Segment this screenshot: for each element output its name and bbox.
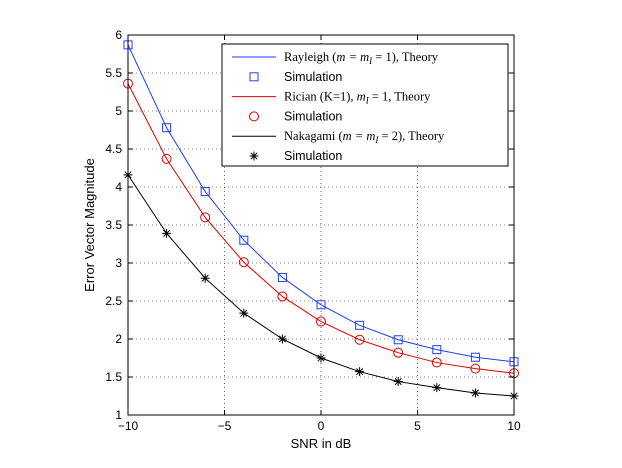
data-point [316,353,326,363]
legend-label-suffix: = 2), Theory [378,129,445,143]
legend-label-suffix: = 1, Theory [369,90,431,104]
legend-label-math: m = m [343,129,376,143]
legend-label-prefix: Rician (K=1), [284,90,357,104]
data-point [162,228,172,238]
data-point [277,272,287,282]
legend-label: Rician (K=1), mI = 1, Theory [284,90,431,106]
data-point [354,334,365,345]
legend-label: Nakagami (m = mI = 2), Theory [284,129,445,145]
legend-label: Simulation [284,109,342,123]
legend-label-prefix: Simulation [284,149,342,163]
series-2 [127,83,515,374]
data-point [277,291,288,302]
x-tick-label: 10 [507,419,521,433]
data-point [470,363,481,374]
data-point [200,273,210,283]
data-point [162,123,172,133]
data-point [470,388,480,398]
data-point [355,367,365,377]
legend-label: Simulation [284,149,342,163]
y-tick-label: 1.5 [105,370,122,384]
series-line [127,83,515,374]
y-tick-label: 3.5 [105,218,122,232]
data-point [239,235,249,245]
x-tick-label: −10 [118,419,139,433]
x-axis-label: SNR in dB [291,436,352,451]
data-point [470,352,480,362]
data-point [431,357,442,368]
x-tick-label: 5 [414,419,421,433]
data-point [200,212,211,223]
ticks-layer: −10 −5 0 5 10 1 1.5 2 2.5 3 3.5 4 4.5 5 5.5 6 [105,28,521,433]
legend-label-math: m [357,90,366,104]
legend-box [221,43,509,167]
x-tick-label: 0 [318,419,325,433]
legend-label-math: m = m [336,50,369,64]
data-point [200,187,210,197]
y-tick-label: 3 [115,256,122,270]
x-tick-label: −5 [218,419,232,433]
y-tick-label: 2.5 [105,294,122,308]
legend-label: Rayleigh (m = mI = 1), Theory [284,50,439,66]
data-point [393,377,403,387]
data-point [238,257,249,268]
data-point [393,335,403,345]
legend-label-suffix: = 1), Theory [372,50,439,64]
y-tick-label: 4 [115,180,122,194]
legend-label-subscript: I [368,56,373,66]
legend-label-subscript: I [374,135,379,145]
series-line [127,44,515,363]
data-point [239,308,249,318]
legend-label-prefix: Rayleigh ( [284,50,336,64]
series-1 [123,40,519,367]
legend-entry-5: Simulation [249,149,342,163]
legend-label-prefix: Simulation [284,70,342,84]
y-axis-label: Error Vector Magnitude [82,158,97,292]
legend-entry-1: Simulation [249,70,342,84]
series-layer [123,40,519,401]
y-tick-label: 4.5 [105,142,122,156]
data-point [316,316,326,327]
legend: Rayleigh (m = mI = 1), TheorySimulationR… [221,43,509,167]
legend-entry-4: Nakagami (m = mI = 2), Theory [232,129,445,145]
data-point [432,345,442,355]
legend-entry-2: Rician (K=1), mI = 1, Theory [232,90,431,106]
legend-entry-0: Rayleigh (m = mI = 1), Theory [232,50,439,66]
data-point [277,334,287,344]
data-point [432,383,442,393]
data-point [161,153,172,164]
legend-marker-swatch [249,151,259,161]
y-tick-label: 2 [115,332,122,346]
data-point [316,300,326,310]
series-0 [127,44,515,363]
y-tick-label: 5 [115,104,122,118]
data-point [355,320,365,330]
legend-label-prefix: Simulation [284,109,342,123]
legend-marker-swatch [249,72,259,82]
legend-label-subscript: I [365,96,370,106]
legend-marker-swatch [249,111,259,122]
legend-entry-3: Simulation [249,109,342,123]
legend-label: Simulation [284,70,342,84]
legend-label-prefix: Nakagami ( [284,129,343,143]
y-tick-label: 1 [115,408,122,422]
y-tick-label: 5.5 [105,66,122,80]
y-tick-label: 6 [115,28,122,42]
data-point [393,347,404,358]
